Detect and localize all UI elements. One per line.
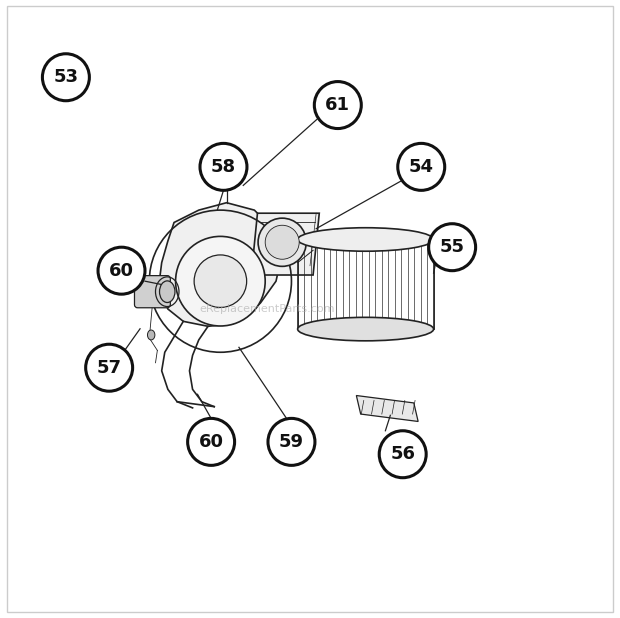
Circle shape (86, 344, 133, 391)
Circle shape (428, 224, 476, 271)
FancyBboxPatch shape (135, 276, 170, 308)
Circle shape (268, 418, 315, 465)
Polygon shape (356, 396, 418, 421)
Ellipse shape (175, 237, 265, 326)
Ellipse shape (159, 281, 175, 303)
Circle shape (188, 418, 234, 465)
Circle shape (314, 82, 361, 129)
Text: eReplacementParts.com: eReplacementParts.com (199, 304, 335, 314)
Ellipse shape (194, 255, 247, 308)
Text: 57: 57 (97, 358, 122, 377)
Ellipse shape (148, 330, 155, 340)
Ellipse shape (298, 227, 433, 252)
Circle shape (98, 247, 145, 294)
Ellipse shape (298, 318, 433, 341)
Polygon shape (251, 213, 319, 275)
Text: 53: 53 (53, 68, 78, 87)
Ellipse shape (265, 226, 299, 260)
Circle shape (42, 54, 89, 101)
Circle shape (379, 431, 426, 478)
Ellipse shape (258, 218, 306, 266)
Ellipse shape (223, 185, 230, 189)
Text: 60: 60 (109, 261, 134, 280)
Polygon shape (159, 203, 282, 326)
Text: 60: 60 (198, 433, 224, 451)
Circle shape (200, 143, 247, 190)
Text: 54: 54 (409, 158, 434, 176)
Text: 59: 59 (279, 433, 304, 451)
Text: 58: 58 (211, 158, 236, 176)
Circle shape (398, 143, 445, 190)
Text: 55: 55 (440, 238, 464, 256)
Text: 61: 61 (326, 96, 350, 114)
Text: 56: 56 (390, 445, 415, 464)
